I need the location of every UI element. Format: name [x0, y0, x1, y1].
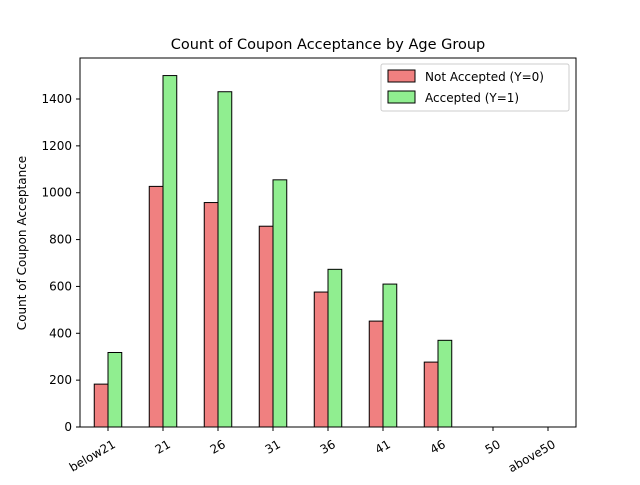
x-tick-label: 31: [263, 437, 283, 457]
x-tick-label: 50: [483, 437, 503, 457]
legend-swatch: [387, 69, 416, 83]
bars-group: [93, 75, 453, 428]
y-tick-label: 400: [49, 326, 72, 340]
y-tick-label: 1200: [41, 139, 72, 153]
x-tick-label: 26: [208, 437, 228, 457]
bar-accepted-36: [327, 268, 343, 428]
bar-not-accepted-26: [203, 202, 219, 428]
legend-label: Not Accepted (Y=0): [425, 70, 544, 84]
x-tick-label: 46: [428, 437, 448, 457]
chart-title: Count of Coupon Acceptance by Age Group: [171, 37, 486, 53]
y-tick-label: 600: [49, 279, 72, 293]
y-axis: 0 200 400 600 800 1000 1200 1400: [41, 92, 80, 434]
bar-accepted-31: [272, 179, 288, 428]
bar-not-accepted-46: [423, 361, 439, 428]
x-tick-label: 21: [153, 437, 173, 457]
bar-not-accepted-below21: [93, 383, 109, 428]
y-axis-label: Count of Coupon Acceptance: [15, 156, 29, 330]
bar-accepted-46: [437, 339, 453, 428]
y-tick-label: 200: [49, 373, 72, 387]
y-tick-label: 1000: [41, 186, 72, 200]
bar-accepted-below21: [107, 351, 123, 428]
legend-label: Accepted (Y=1): [425, 91, 519, 105]
legend: Not Accepted (Y=0) Accepted (Y=1): [380, 63, 570, 112]
bar-accepted-41: [382, 283, 398, 428]
plot-frame: [79, 57, 577, 428]
bar-accepted-26: [217, 91, 233, 428]
bar-not-accepted-41: [368, 320, 384, 428]
bar-not-accepted-36: [313, 291, 329, 428]
bar-not-accepted-21: [148, 185, 164, 428]
bar-not-accepted-31: [258, 225, 274, 428]
x-tick-label: 41: [373, 437, 393, 457]
legend-swatch: [387, 90, 416, 104]
legend-box: [380, 63, 570, 112]
x-tick-label: 36: [318, 437, 338, 457]
y-tick-label: 800: [49, 233, 72, 247]
y-tick-label: 0: [64, 420, 72, 434]
bar-accepted-21: [162, 75, 178, 428]
y-tick-label: 1400: [41, 92, 72, 106]
